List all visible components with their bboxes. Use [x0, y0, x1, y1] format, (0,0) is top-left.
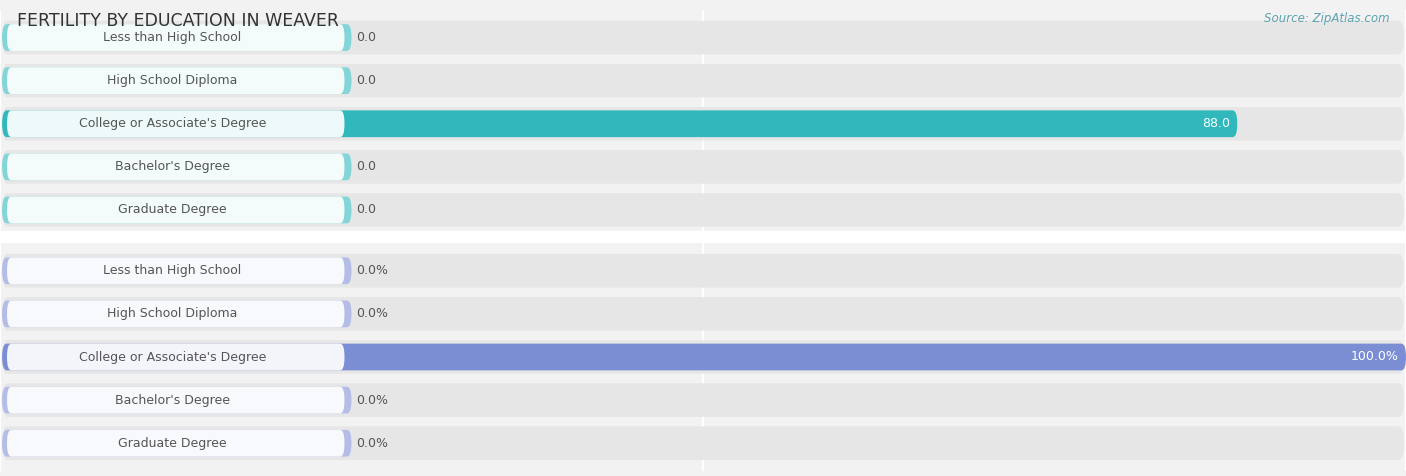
Text: FERTILITY BY EDUCATION IN WEAVER: FERTILITY BY EDUCATION IN WEAVER — [17, 12, 339, 30]
FancyBboxPatch shape — [3, 344, 1406, 370]
FancyBboxPatch shape — [3, 387, 352, 414]
Text: High School Diploma: High School Diploma — [107, 307, 238, 320]
Text: Bachelor's Degree: Bachelor's Degree — [115, 394, 229, 407]
Text: 0.0%: 0.0% — [356, 307, 388, 320]
FancyBboxPatch shape — [7, 197, 344, 223]
FancyBboxPatch shape — [3, 67, 352, 94]
Text: College or Associate's Degree: College or Associate's Degree — [79, 350, 266, 364]
FancyBboxPatch shape — [3, 300, 352, 327]
FancyBboxPatch shape — [3, 107, 1403, 140]
FancyBboxPatch shape — [3, 430, 352, 456]
FancyBboxPatch shape — [3, 21, 1403, 54]
FancyBboxPatch shape — [3, 153, 352, 180]
Text: 0.0%: 0.0% — [356, 436, 388, 450]
FancyBboxPatch shape — [7, 387, 344, 414]
Text: 0.0: 0.0 — [356, 74, 375, 87]
Text: College or Associate's Degree: College or Associate's Degree — [79, 117, 266, 130]
FancyBboxPatch shape — [7, 67, 344, 94]
Text: High School Diploma: High School Diploma — [107, 74, 238, 87]
FancyBboxPatch shape — [7, 344, 344, 370]
Text: 100.0%: 100.0% — [1351, 350, 1399, 364]
FancyBboxPatch shape — [7, 24, 344, 51]
FancyBboxPatch shape — [3, 150, 1403, 184]
FancyBboxPatch shape — [7, 300, 344, 327]
FancyBboxPatch shape — [7, 430, 344, 456]
Text: 0.0: 0.0 — [356, 203, 375, 217]
Text: Graduate Degree: Graduate Degree — [118, 203, 226, 217]
Text: 0.0%: 0.0% — [356, 394, 388, 407]
Text: 0.0: 0.0 — [356, 160, 375, 173]
Text: 0.0%: 0.0% — [356, 264, 388, 278]
Text: Less than High School: Less than High School — [103, 31, 242, 44]
FancyBboxPatch shape — [3, 197, 352, 223]
Text: 88.0: 88.0 — [1202, 117, 1230, 130]
Text: Graduate Degree: Graduate Degree — [118, 436, 226, 450]
FancyBboxPatch shape — [3, 426, 1403, 460]
FancyBboxPatch shape — [3, 110, 1237, 137]
FancyBboxPatch shape — [3, 24, 352, 51]
Text: Bachelor's Degree: Bachelor's Degree — [115, 160, 229, 173]
FancyBboxPatch shape — [3, 64, 1403, 98]
FancyBboxPatch shape — [7, 110, 344, 137]
FancyBboxPatch shape — [3, 383, 1403, 417]
Text: 0.0: 0.0 — [356, 31, 375, 44]
FancyBboxPatch shape — [7, 258, 344, 284]
FancyBboxPatch shape — [3, 340, 1403, 374]
FancyBboxPatch shape — [7, 153, 344, 180]
Text: Less than High School: Less than High School — [103, 264, 242, 278]
Text: Source: ZipAtlas.com: Source: ZipAtlas.com — [1264, 12, 1389, 25]
FancyBboxPatch shape — [3, 193, 1403, 227]
FancyBboxPatch shape — [3, 297, 1403, 331]
FancyBboxPatch shape — [3, 258, 352, 284]
FancyBboxPatch shape — [3, 254, 1403, 288]
